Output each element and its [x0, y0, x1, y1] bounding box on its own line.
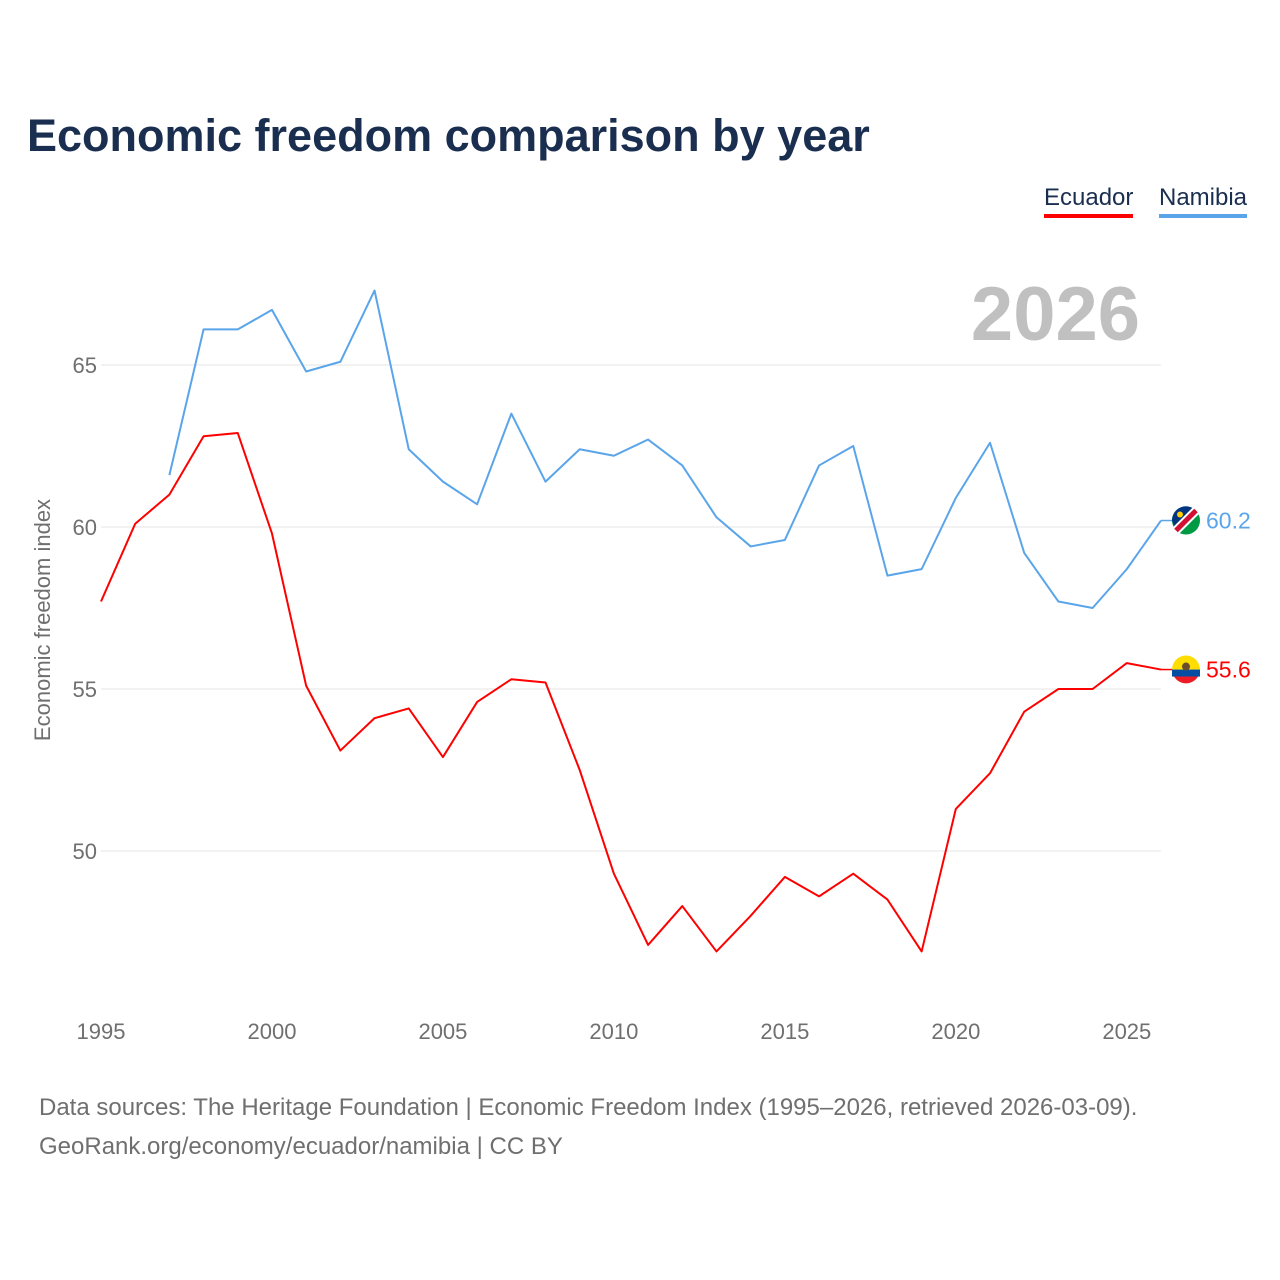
ecuador-flag-icon — [1172, 669, 1200, 677]
x-tick-label: 2010 — [589, 1019, 638, 1044]
data-point — [201, 434, 206, 439]
x-tick-label: 2000 — [247, 1019, 296, 1044]
data-point — [475, 699, 480, 704]
series-line-namibia — [168, 289, 1162, 609]
data-point — [748, 913, 753, 918]
data-point — [1022, 709, 1027, 714]
data-point — [406, 706, 411, 711]
y-tick-label: 65 — [73, 353, 97, 378]
data-point — [988, 440, 993, 445]
footer: Data sources: The Heritage Foundation | … — [39, 1088, 1137, 1166]
data-point — [646, 437, 651, 442]
data-point — [167, 473, 172, 478]
data-point — [269, 307, 274, 312]
data-point — [953, 806, 958, 811]
data-point — [1090, 687, 1095, 692]
end-value-label: 60.2 — [1206, 508, 1251, 534]
data-point — [1124, 567, 1129, 572]
data-point — [372, 288, 377, 293]
data-point — [269, 531, 274, 536]
data-point — [304, 683, 309, 688]
data-point — [133, 521, 138, 526]
source-link[interactable]: GeoRank.org/economy/ecuador/namibia | CC… — [39, 1133, 563, 1160]
x-tick-label: 2025 — [1102, 1019, 1151, 1044]
data-point — [475, 502, 480, 507]
data-point — [338, 748, 343, 753]
data-point — [509, 411, 514, 416]
chart-title: Economic freedom comparison by year — [27, 110, 870, 161]
namibia-flag-icon — [1174, 508, 1198, 533]
data-point — [885, 897, 890, 902]
data-point — [338, 359, 343, 364]
data-point — [1090, 606, 1095, 611]
data-point — [304, 369, 309, 374]
ecuador-flag-icon — [1174, 676, 1198, 684]
data-point — [953, 495, 958, 500]
year-watermark: 2026 — [971, 272, 1140, 357]
end-value-label: 55.6 — [1206, 657, 1251, 683]
data-point — [235, 327, 240, 332]
data-point — [748, 544, 753, 549]
data-point — [646, 942, 651, 947]
data-point — [611, 453, 616, 458]
data-point — [99, 599, 104, 604]
data-point — [919, 567, 924, 572]
data-point — [167, 492, 172, 497]
y-tick-label: 55 — [73, 677, 97, 702]
y-axis-label: Economic freedom index — [30, 499, 55, 741]
data-point — [1056, 599, 1061, 604]
data-point — [680, 904, 685, 909]
data-point — [440, 479, 445, 484]
data-point — [1124, 661, 1129, 666]
data-point — [817, 463, 822, 468]
namibia-flag-icon — [1177, 511, 1183, 518]
data-point — [577, 768, 582, 773]
data-point — [782, 537, 787, 542]
data-point — [782, 874, 787, 879]
y-tick-label: 60 — [73, 515, 97, 540]
data-point — [543, 680, 548, 685]
data-point — [1022, 550, 1027, 555]
data-point — [611, 871, 616, 876]
legend-namibia[interactable]: Namibia — [1159, 184, 1248, 218]
x-tick-label: 2005 — [418, 1019, 467, 1044]
data-point — [372, 716, 377, 721]
legend-ecuador[interactable]: Ecuador — [1044, 184, 1134, 218]
data-point — [714, 949, 719, 954]
data-point — [885, 573, 890, 578]
ecuador-flag-icon — [1182, 662, 1190, 671]
data-point — [851, 871, 856, 876]
data-point — [919, 949, 924, 954]
data-point — [543, 479, 548, 484]
data-point — [817, 894, 822, 899]
series-line-ecuador — [100, 432, 1162, 953]
data-point — [988, 771, 993, 776]
data-point — [577, 447, 582, 452]
x-tick-label: 2015 — [760, 1019, 809, 1044]
data-point — [714, 515, 719, 520]
data-point — [851, 444, 856, 449]
x-tick-label: 2020 — [931, 1019, 980, 1044]
data-point — [509, 677, 514, 682]
x-tick-label: 1995 — [77, 1019, 126, 1044]
data-point — [680, 463, 685, 468]
data-point — [440, 755, 445, 760]
data-point — [201, 327, 206, 332]
data-point — [235, 431, 240, 436]
data-point — [406, 447, 411, 452]
data-point — [1056, 687, 1061, 692]
source-note: Data sources: The Heritage Foundation | … — [39, 1094, 1138, 1121]
y-tick-label: 50 — [73, 839, 97, 864]
